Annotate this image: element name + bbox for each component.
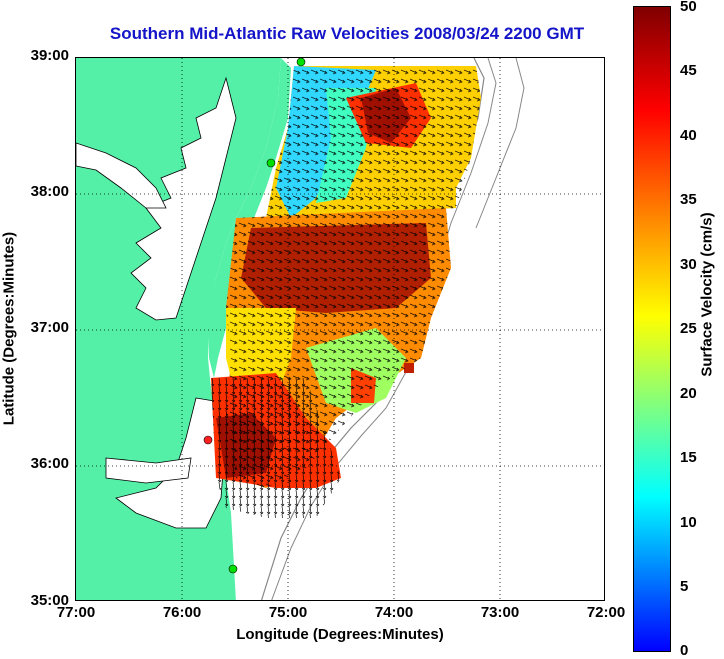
- colorbar-tick-label: 30: [680, 256, 697, 273]
- x-axis-title: Longitude (Degrees:Minutes): [236, 626, 444, 643]
- albemarle-sound: [105, 457, 192, 484]
- colorbar-tick-label: 5: [680, 578, 689, 595]
- y-axis-title: Latitude (Degrees:Minutes): [0, 231, 18, 426]
- y-tick-label: 39:00: [30, 47, 69, 64]
- colorbar-tick-label: 35: [680, 191, 697, 208]
- x-tick-label: 76:00: [162, 604, 202, 621]
- colorbar-tick-label: 10: [680, 514, 697, 531]
- velocity-map: [76, 58, 604, 600]
- y-tick-label: 35:00: [30, 592, 69, 609]
- chesapeake-bay: [130, 76, 237, 321]
- colorbar-title: Surface Velocity (cm/s): [698, 212, 716, 377]
- colorbar-tick-label: 20: [680, 385, 697, 402]
- x-tick-label: 74:00: [374, 604, 414, 621]
- colorbar-tick-label: 0: [680, 642, 689, 659]
- map-plot-area[interactable]: [75, 57, 605, 601]
- x-tick-label: 75:00: [268, 604, 308, 621]
- y-tick-label: 38:00: [30, 183, 69, 200]
- radar-site-marker: [228, 564, 238, 574]
- x-tick-label: 73:00: [480, 604, 520, 621]
- y-tick-label: 37:00: [30, 319, 69, 336]
- y-tick-label: 36:00: [30, 455, 69, 472]
- radar-site-marker: [296, 58, 306, 67]
- colorbar: [633, 6, 671, 652]
- colorbar-tick-label: 15: [680, 449, 697, 466]
- radar-site-marker: [203, 435, 213, 445]
- radar-site-marker: [266, 158, 276, 168]
- colorbar-tick-label: 45: [680, 62, 697, 79]
- page-title: Southern Mid-Atlantic Raw Velocities 200…: [109, 24, 585, 43]
- arrows-overlay-north: [266, 66, 481, 218]
- colorbar-tick-label: 50: [680, 0, 697, 15]
- colorbar-tick-label: 25: [680, 320, 697, 337]
- grid-lines: [76, 58, 604, 600]
- arrows-overlay-south: [211, 378, 341, 518]
- colorbar-tick-label: 40: [680, 127, 697, 144]
- potomac-river: [76, 142, 167, 209]
- x-tick-label: 72:00: [586, 604, 626, 621]
- x-tick-label: 77:00: [56, 604, 96, 621]
- bathymetry-contour-3: [475, 58, 525, 229]
